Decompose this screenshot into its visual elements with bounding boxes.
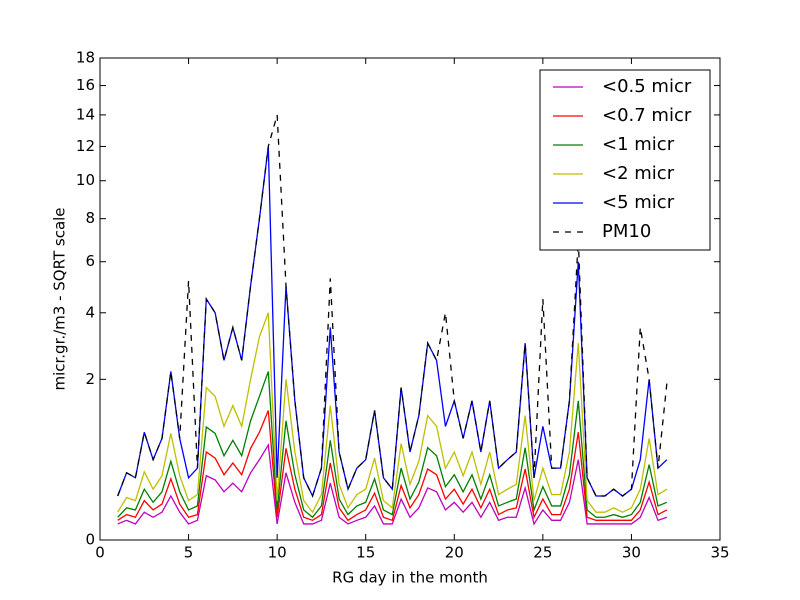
y-tick-label: 12 — [76, 137, 95, 155]
legend-label: <0.5 micr — [602, 76, 692, 97]
legend-label: <5 micr — [602, 192, 675, 213]
x-tick-label: 25 — [533, 544, 552, 562]
y-tick-label: 2 — [85, 370, 95, 388]
x-tick-label: 20 — [445, 544, 464, 562]
series-line — [117, 442, 668, 526]
legend-label: <1 micr — [602, 134, 675, 155]
y-tick-label: 14 — [76, 105, 95, 123]
legend: <0.5 micr <0.7 micr <1 micr <2 micr <5 micr P… — [539, 69, 711, 251]
y-tick-label: 0 — [85, 531, 95, 549]
series-line — [117, 371, 668, 519]
series-line — [117, 146, 668, 498]
series-line — [117, 410, 668, 522]
x-axis-label: RG day in the month — [332, 569, 488, 587]
legend-box — [539, 69, 711, 251]
x-tick-label: 30 — [622, 544, 641, 562]
legend-label: <2 micr — [602, 163, 675, 184]
x-tick-label: 35 — [710, 544, 729, 562]
plot-frame — [99, 57, 721, 541]
x-tick-label: 0 — [95, 544, 105, 562]
legend-label: <0.7 micr — [602, 105, 692, 126]
y-tick-label: 6 — [85, 252, 95, 270]
legend-label: PM10 — [602, 221, 651, 242]
y-tick-label: 16 — [76, 76, 95, 94]
y-tick-label: 18 — [76, 49, 95, 67]
y-tick-label: 8 — [85, 209, 95, 227]
y-axis-label: micr.gr./m3 - SQRT scale — [51, 207, 69, 390]
y-tick-label: 10 — [76, 171, 95, 189]
x-tick-label: 10 — [268, 544, 287, 562]
series-line — [117, 312, 668, 514]
x-tick-label: 5 — [184, 544, 194, 562]
y-tick-label: 4 — [85, 303, 95, 321]
x-tick-label: 15 — [356, 544, 375, 562]
